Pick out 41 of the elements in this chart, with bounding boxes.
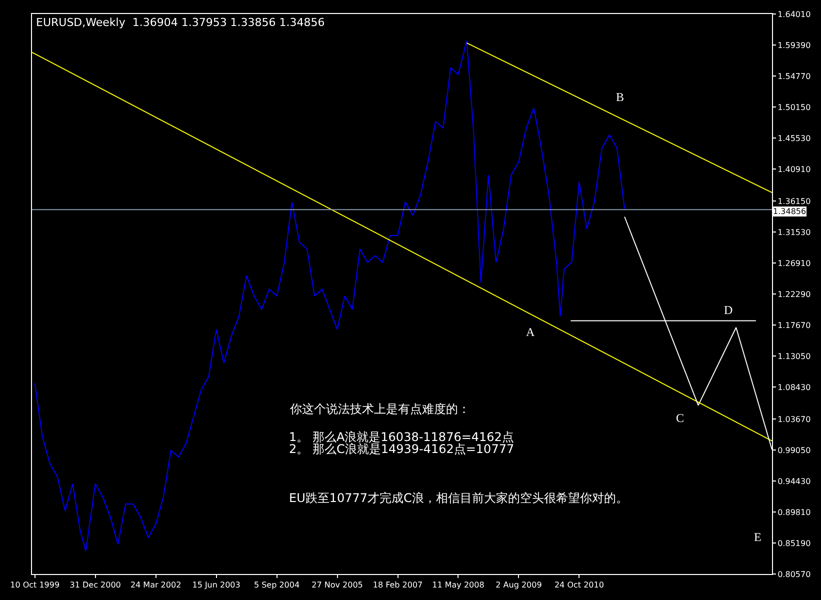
y-tick-label: 1.64010 [778, 10, 811, 19]
annotation: B [616, 90, 624, 104]
y-tick-label: 1.13050 [778, 352, 811, 361]
y-tick-label: 1.45530 [778, 134, 811, 143]
y-tick-label: 0.89810 [778, 508, 811, 517]
y-tick-label: 1.22290 [778, 290, 811, 299]
y-tick-label: 1.31530 [778, 228, 811, 237]
annotation: D [724, 303, 733, 317]
x-tick-label: 2 Aug 2009 [496, 580, 542, 590]
y-tick-label: 0.80570 [778, 570, 811, 579]
y-tick-label: 0.99050 [778, 446, 811, 455]
x-tick-label: 18 Feb 2007 [372, 580, 423, 590]
x-tick-label: 24 Oct 2010 [554, 580, 604, 590]
y-tick-label: 0.85190 [778, 538, 811, 548]
annotation: E [754, 530, 762, 544]
annotation: A [526, 325, 535, 339]
annotation: 你这个说法技术上是有点难度的： [289, 402, 470, 416]
x-tick-label: 11 May 2008 [432, 580, 484, 590]
y-tick-label: 1.36150 [778, 196, 811, 206]
annotation: EU跌至10777才完成C浪，相信目前大家的空头很希望你对的。 [289, 491, 628, 505]
x-tick-label: 31 Dec 2000 [70, 580, 121, 590]
y-tick-label: 1.59390 [778, 40, 811, 50]
y-tick-label: 1.17670 [778, 320, 811, 330]
annotation: C [676, 411, 684, 425]
chart-title: EURUSD,Weekly 1.36904 1.37953 1.33856 1.34856 [36, 16, 325, 29]
y-tick-label: 1.26910 [778, 258, 811, 268]
y-tick-label: 1.40910 [778, 164, 811, 174]
y-tick-label: 1.50150 [778, 102, 811, 112]
annotation: 2。 那么C浪就是14939-4162点=10777 [289, 442, 514, 456]
x-tick-label: 10 Oct 1999 [10, 580, 60, 590]
ref-line-label: 1.34856 [773, 207, 806, 216]
y-tick-label: 1.08430 [778, 382, 811, 392]
line-series [34, 40, 626, 552]
y-tick-label: 1.54770 [778, 72, 811, 81]
x-tick-label: 24 Mar 2002 [130, 580, 182, 590]
y-tick-label: 1.03670 [778, 414, 811, 424]
x-tick-label: 15 Jun 2003 [192, 580, 240, 590]
annotation: 1。 那么A浪就是16038-11876=4162点 [289, 430, 514, 444]
x-tick-label: 27 Nov 2005 [312, 580, 363, 590]
x-tick-label: 5 Sep 2004 [254, 580, 300, 590]
y-tick-label: 0.94430 [778, 476, 811, 486]
